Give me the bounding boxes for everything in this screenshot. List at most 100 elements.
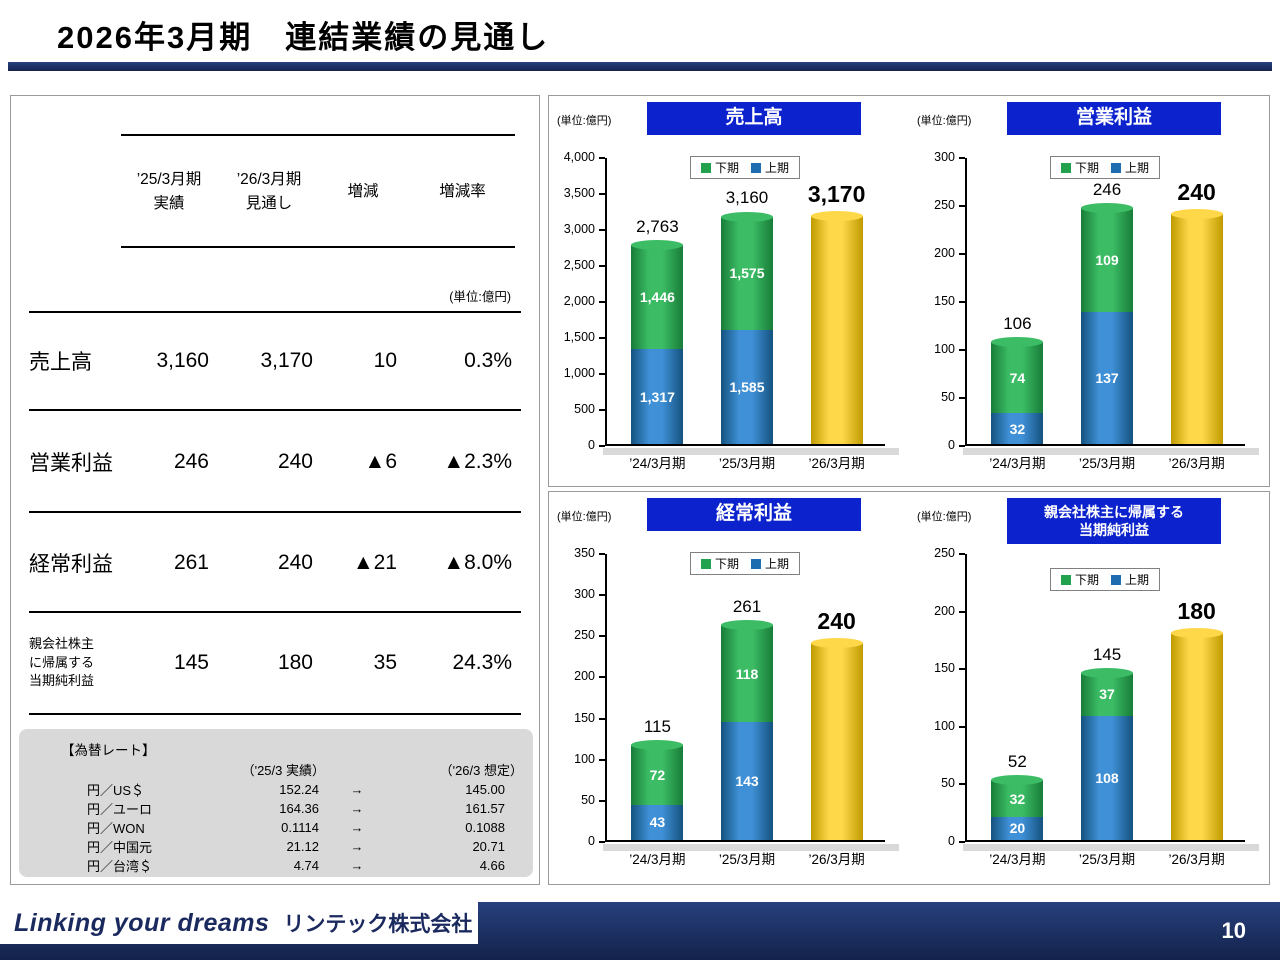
bar-value-label: 118: [735, 665, 759, 682]
y-tick-mark: [959, 397, 965, 399]
bar-forecast: [1170, 627, 1223, 840]
y-tick-mark: [599, 157, 605, 159]
plot-area: 43 72 115 ’24/3月期 143 118 261 ’25/3月期 240 ’26/3月期: [599, 553, 885, 867]
row-label: 営業利益: [29, 452, 113, 475]
chart-floor: [603, 844, 899, 851]
chart-title-ordinary-income: 経常利益: [647, 498, 861, 531]
y-tick-mark: [599, 301, 605, 303]
x-axis-label: ’24/3月期: [629, 456, 686, 471]
y-tick-label: 200: [574, 669, 595, 684]
bar-segment-second-half: 109: [1081, 202, 1133, 313]
legend-swatch: [700, 162, 711, 173]
legend-label: 下期: [714, 557, 739, 571]
bar-forecast: [1170, 208, 1223, 444]
x-axis-label: ’25/3月期: [1078, 852, 1136, 867]
chart-title-sales: 売上高: [647, 102, 861, 135]
fx-header-row: （'25/3 実績） （'26/3 想定）: [19, 760, 525, 779]
footer-bar: Linking your dreams リンテック株式会社 10: [0, 902, 1280, 960]
cell-forecast: 3,170: [260, 349, 313, 372]
y-tick-label: 250: [934, 198, 955, 212]
y-tick-mark: [959, 253, 965, 255]
cell-forecast: 240: [277, 551, 313, 574]
y-tick-label: 3,000: [563, 222, 595, 236]
chart-legend: 下期 上期: [689, 552, 801, 575]
page-number: 10: [1221, 918, 1246, 943]
legend-item-first-half: 上期: [1111, 571, 1149, 588]
footer-logo-area: Linking your dreams リンテック株式会社: [0, 902, 478, 944]
bar-value-label: 1,575: [729, 265, 765, 282]
table-divider: [29, 409, 521, 411]
fx-currency-label: 円／中国元: [87, 840, 153, 855]
bar-group-2: 1,585 1,575 3,160: [721, 156, 773, 444]
bar-segment-first-half: 143: [721, 722, 773, 840]
chart-unit-label: (単位:億円): [917, 511, 972, 523]
table-divider: [29, 713, 521, 715]
y-tick-mark: [959, 783, 965, 786]
x-axis-label: ’26/3月期: [1168, 852, 1225, 867]
legend-swatch: [700, 558, 711, 569]
charts-bottom-panel: (単位:億円) 経常利益 下期 上期 0 50 100 150 200 250 300 350 …: [548, 491, 1270, 885]
legend-label: 下期: [714, 161, 739, 175]
company-logo: Linking your dreams: [14, 908, 270, 937]
y-tick-label: 300: [574, 587, 595, 602]
x-axis-label: ’26/3月期: [808, 852, 865, 867]
chart-unit-label: (単位:億円): [557, 511, 612, 523]
chart-net-income: (単位:億円) 親会社株主に帰属する 当期純利益 下期 上期 0 50 100 150 2…: [909, 492, 1269, 884]
fx-forecast: 161.57: [465, 801, 505, 816]
fx-actual: 164.36: [279, 801, 319, 816]
bar-group-1: 1,317 1,446 2,763: [631, 156, 684, 444]
y-tick-mark: [959, 553, 965, 555]
bar-total-label: 3,160: [725, 188, 769, 208]
row-label: 経常利益: [29, 553, 113, 576]
y-tick-label: 2,500: [563, 258, 595, 272]
cell-actual: 145: [173, 651, 209, 674]
y-tick-mark: [959, 349, 965, 351]
legend-item-second-half: 下期: [1060, 159, 1099, 176]
chart-legend: 下期 上期: [1049, 156, 1161, 179]
bar-top-cap: [991, 337, 1044, 348]
fx-actual: 152.24: [279, 782, 319, 797]
charts-top-panel: (単位:億円) 売上高 下期 上期 0 500 1,000 1,500 2,000 2,50…: [548, 95, 1270, 487]
y-tick-mark: [959, 445, 965, 447]
legend-swatch: [1111, 574, 1121, 585]
bar-value-label: 32: [1009, 420, 1026, 437]
bar-total-label: 246: [1092, 179, 1122, 199]
y-tick-label: 0: [588, 438, 595, 452]
y-tick-mark: [599, 676, 605, 679]
x-axis-label: ’26/3月期: [808, 456, 865, 471]
cell-actual: 3,160: [156, 349, 209, 372]
bar-segment-first-half: 32: [991, 413, 1044, 444]
plot-area: 20 32 52 ’24/3月期 108 37 145 ’25/3月期 180 ’26/3月期: [959, 553, 1245, 867]
y-tick-label: 50: [941, 776, 955, 791]
table-header-actual: ’25/3月期 実績: [136, 170, 202, 212]
y-tick-mark: [599, 799, 605, 802]
y-tick-label: 100: [934, 718, 955, 733]
bar-total-label: 261: [732, 597, 762, 617]
fx-title: 【為替レート】: [61, 743, 156, 758]
bar-total-label: 240: [817, 607, 856, 634]
chart-unit-label: (単位:億円): [557, 115, 612, 127]
bar-segment-first-half: 108: [1081, 715, 1133, 840]
y-tick-mark: [599, 553, 605, 555]
bar-top-cap: [1170, 627, 1223, 638]
bar-segment-second-half: 72: [631, 740, 684, 805]
y-tick-label: 200: [934, 603, 955, 618]
bar-total-label: 106: [1003, 314, 1032, 334]
company-name: リンテック株式会社: [283, 913, 473, 936]
arrow-icon: →: [350, 839, 364, 854]
y-tick-mark: [959, 610, 965, 613]
bar-total-label: 115: [643, 717, 671, 737]
y-tick-label: 300: [934, 150, 955, 164]
bar-value-label: 32: [1009, 790, 1026, 807]
y-axis: 0 50 100 150 200 250 300 350: [549, 546, 599, 848]
arrow-icon: →: [350, 820, 364, 835]
fx-header-forecast: （'26/3 想定）: [439, 763, 523, 778]
cell-forecast: 180: [277, 651, 313, 674]
legend-item-second-half: 下期: [1060, 571, 1099, 588]
bar-forecast: [810, 637, 863, 840]
bar-value-label: 74: [1009, 369, 1026, 386]
x-axis-label: ’24/3月期: [989, 852, 1046, 867]
bar-group-1: 32 74 106: [991, 156, 1044, 444]
legend-label: 下期: [1074, 573, 1099, 587]
fx-actual: 4.74: [293, 858, 319, 873]
